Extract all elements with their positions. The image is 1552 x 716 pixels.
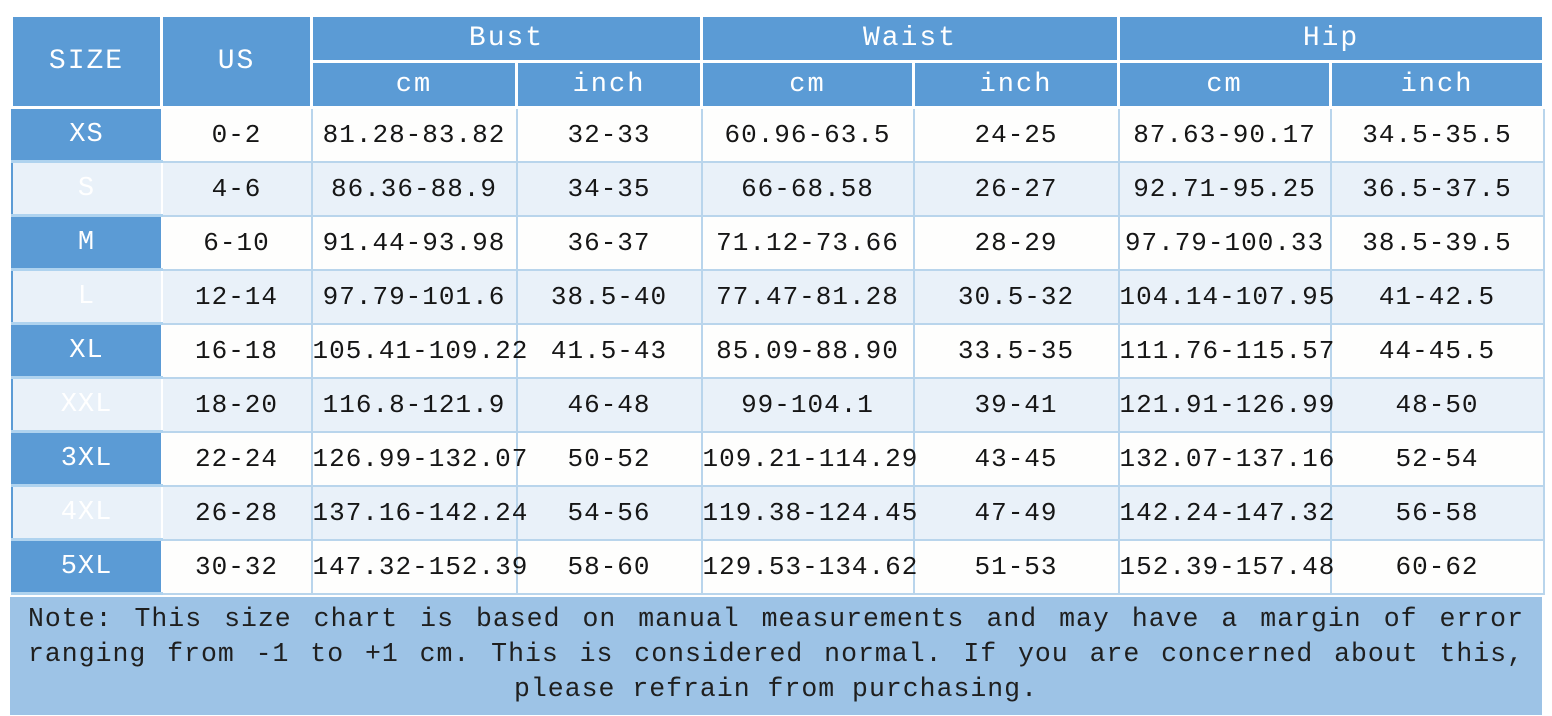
table-row: XS 0-2 81.28-83.82 32-33 60.96-63.5 24-25 87.6… xyxy=(10,106,1545,163)
measurement-cell: 38.5-39.5 xyxy=(1329,214,1545,271)
table-row: XXL 18-20 116.8-121.9 46-48 99-104.1 39-41 121… xyxy=(10,376,1545,433)
measurement-cell: 26-27 xyxy=(912,160,1120,217)
us-size-cell: 6-10 xyxy=(160,214,313,271)
measurement-cell: 91.44-93.98 xyxy=(310,214,518,271)
measurement-cell: 39-41 xyxy=(912,376,1120,433)
us-size-cell: 16-18 xyxy=(160,322,313,379)
measurement-cell: 71.12-73.66 xyxy=(700,214,915,271)
table-row: M 6-10 91.44-93.98 36-37 71.12-73.66 28-29 97.… xyxy=(10,214,1545,271)
table-header: SIZE US Bust Waist Hip cm inch cm inch c… xyxy=(10,14,1546,109)
measurement-cell: 44-45.5 xyxy=(1329,322,1545,379)
us-size-cell: 30-32 xyxy=(160,538,313,595)
us-size-cell: 0-2 xyxy=(160,106,313,163)
header-unit-row: cm inch cm inch cm inch xyxy=(12,60,1546,109)
table-row: XL 16-18 105.41-109.22 41.5-43 85.09-88.90 33… xyxy=(10,322,1545,379)
size-label-cell: XL xyxy=(10,322,163,379)
us-size-cell: 12-14 xyxy=(160,268,313,325)
measurement-cell: 51-53 xyxy=(912,538,1120,595)
size-label-cell: S xyxy=(10,160,163,217)
measurement-cell: 121.91-126.99 xyxy=(1117,376,1334,433)
measurement-cell: 77.47-81.28 xyxy=(700,268,915,325)
measurement-cell: 33.5-35 xyxy=(912,322,1120,379)
measurement-cell: 147.32-152.39 xyxy=(310,538,527,595)
measurement-cell: 87.63-90.17 xyxy=(1117,106,1332,163)
measurement-cell: 86.36-88.9 xyxy=(310,160,518,217)
measurement-cell: 132.07-137.16 xyxy=(1117,430,1334,487)
size-chart-table: SIZE US Bust Waist Hip cm inch cm inch c… xyxy=(10,14,1546,595)
table-row: S 4-6 86.36-88.9 34-35 66-68.58 26-27 92.71-95… xyxy=(10,160,1545,217)
measurement-cell: 24-25 xyxy=(912,106,1120,163)
measurement-cell: 41-42.5 xyxy=(1329,268,1545,325)
measurement-cell: 56-58 xyxy=(1329,484,1545,541)
measurement-cell: 58-60 xyxy=(515,538,703,595)
measurement-cell: 142.24-147.32 xyxy=(1117,484,1334,541)
measurement-cell: 43-45 xyxy=(912,430,1120,487)
size-label-cell: 4XL xyxy=(10,484,163,541)
header-bust: Bust xyxy=(310,14,703,63)
table-body: XS 0-2 81.28-83.82 32-33 60.96-63.5 24-25 87.6… xyxy=(10,106,1545,595)
size-label-cell: XS xyxy=(10,106,163,163)
header-bust-inch: inch xyxy=(515,60,703,109)
measurement-cell: 97.79-100.33 xyxy=(1117,214,1332,271)
measurement-cell: 47-49 xyxy=(912,484,1120,541)
header-bust-cm: cm xyxy=(310,60,518,109)
measurement-cell: 129.53-134.62 xyxy=(700,538,917,595)
measurement-cell: 32-33 xyxy=(515,106,703,163)
note-text: Note: This size chart is based on manual… xyxy=(10,597,1542,715)
measurement-cell: 105.41-109.22 xyxy=(310,322,527,379)
measurement-cell: 99-104.1 xyxy=(700,376,915,433)
measurement-cell: 48-50 xyxy=(1329,376,1545,433)
measurement-cell: 109.21-114.29 xyxy=(700,430,917,487)
measurement-cell: 30.5-32 xyxy=(912,268,1120,325)
header-waist: Waist xyxy=(699,14,1121,63)
header-us: US xyxy=(160,14,313,109)
measurement-cell: 60-62 xyxy=(1329,538,1545,595)
measurement-cell: 36.5-37.5 xyxy=(1329,160,1545,217)
measurement-cell: 41.5-43 xyxy=(515,322,703,379)
measurement-cell: 34.5-35.5 xyxy=(1329,106,1545,163)
measurement-cell: 36-37 xyxy=(515,214,703,271)
size-label-cell: XXL xyxy=(10,376,163,433)
header-group-row: SIZE US Bust Waist Hip xyxy=(10,14,1546,109)
header-waist-cm: cm xyxy=(700,60,915,109)
measurement-cell: 52-54 xyxy=(1329,430,1545,487)
us-size-cell: 26-28 xyxy=(160,484,313,541)
header-waist-inch: inch xyxy=(911,60,1121,109)
measurement-cell: 119.38-124.45 xyxy=(700,484,917,541)
measurement-cell: 85.09-88.90 xyxy=(700,322,915,379)
header-hip-inch: inch xyxy=(1329,60,1546,109)
us-size-cell: 18-20 xyxy=(160,376,313,433)
measurement-cell: 28-29 xyxy=(912,214,1120,271)
header-hip: Hip xyxy=(1117,14,1546,63)
header-hip-cm: cm xyxy=(1117,60,1333,109)
table-row: 5XL 30-32 147.32-152.39 58-60 129.53-134.62 5… xyxy=(10,538,1545,595)
table-row: 4XL 26-28 137.16-142.24 54-56 119.38-124.45 4… xyxy=(10,484,1545,541)
header-size: SIZE xyxy=(10,14,163,109)
measurement-cell: 97.79-101.6 xyxy=(310,268,518,325)
measurement-cell: 152.39-157.48 xyxy=(1117,538,1334,595)
measurement-cell: 92.71-95.25 xyxy=(1117,160,1332,217)
size-label-cell: M xyxy=(10,214,163,271)
size-label-cell: L xyxy=(10,268,163,325)
measurement-cell: 66-68.58 xyxy=(700,160,915,217)
measurement-cell: 38.5-40 xyxy=(515,268,703,325)
measurement-cell: 54-56 xyxy=(515,484,703,541)
measurement-cell: 46-48 xyxy=(515,376,703,433)
measurement-cell: 81.28-83.82 xyxy=(310,106,518,163)
table-row: L 12-14 97.79-101.6 38.5-40 77.47-81.28 30.5-… xyxy=(10,268,1545,325)
measurement-cell: 126.99-132.07 xyxy=(310,430,527,487)
us-size-cell: 4-6 xyxy=(160,160,313,217)
us-size-cell: 22-24 xyxy=(160,430,313,487)
measurement-cell: 60.96-63.5 xyxy=(700,106,915,163)
measurement-cell: 104.14-107.95 xyxy=(1117,268,1334,325)
measurement-cell: 34-35 xyxy=(515,160,703,217)
measurement-cell: 137.16-142.24 xyxy=(310,484,527,541)
measurement-cell: 111.76-115.57 xyxy=(1117,322,1334,379)
table-row: 3XL 22-24 126.99-132.07 50-52 109.21-114.29 4… xyxy=(10,430,1545,487)
size-label-cell: 3XL xyxy=(10,430,163,487)
measurement-cell: 116.8-121.9 xyxy=(310,376,518,433)
size-label-cell: 5XL xyxy=(10,538,163,595)
measurement-cell: 50-52 xyxy=(515,430,703,487)
